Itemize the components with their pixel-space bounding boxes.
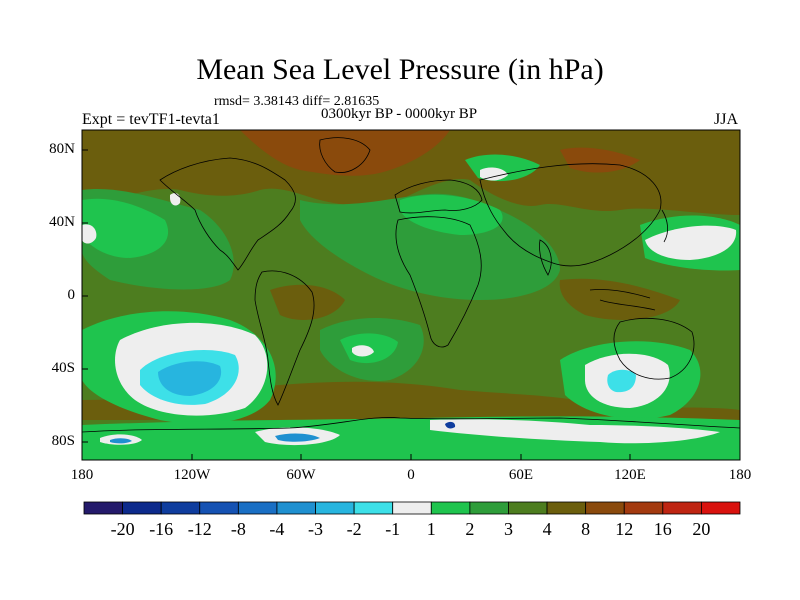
colorbar-swatch: [469, 501, 509, 515]
field-spacific-lightblue: [158, 361, 222, 396]
lon-label: 180: [728, 467, 752, 483]
colorbar-label: -8: [230, 519, 246, 539]
field-npacific-light: [82, 198, 169, 258]
lat-label: 40N: [49, 214, 75, 230]
stats-text: rmsd= 3.38143 diff= 2.81635: [214, 94, 380, 109]
coast-indonesia: [589, 289, 656, 311]
period-text: 0300kyr BP - 0000kyr BP: [321, 106, 478, 122]
colorbar-label: 12: [615, 519, 634, 539]
coast-north-america: [159, 157, 296, 271]
lon-label: 60E: [508, 467, 534, 483]
field-antarctic-blue-west: [275, 433, 320, 442]
field-siberia-rust: [560, 147, 640, 173]
map-title: Mean Sea Level Pressure (in hPa): [196, 53, 604, 86]
colorbar-swatch: [585, 501, 625, 515]
colorbar-swatch: [160, 501, 201, 515]
colorbar-swatch: [430, 501, 471, 515]
field-eq-brown-1: [270, 284, 345, 320]
colorbar-label: -3: [308, 519, 323, 539]
experiment-label: Expt = tevTF1-tevta1: [82, 111, 220, 128]
colorbar-label: 16: [653, 519, 672, 539]
colorbar-label: 2: [465, 519, 475, 539]
colorbar-swatch: [701, 501, 741, 515]
lat-label: 40S: [51, 360, 75, 376]
lon-label: 0: [407, 467, 415, 483]
coast-europe: [394, 179, 483, 214]
lon-label: 120E: [614, 467, 646, 483]
coast-antarctica: [82, 417, 740, 433]
field-arctic-rust: [240, 130, 450, 176]
colorbar-swatch: [83, 501, 123, 515]
lat-label: 80S: [51, 433, 75, 449]
colorbar-label: 4: [542, 519, 552, 539]
colorbar-swatch: [276, 501, 316, 515]
colorbar: [83, 501, 741, 515]
colorbar-swatch: [199, 501, 239, 515]
axis-ticks: [82, 149, 631, 460]
field-nafrica-light: [400, 194, 503, 235]
colorbar-swatch: [623, 501, 664, 515]
coast-japan: [661, 209, 668, 243]
colorbar-label: -12: [187, 519, 212, 539]
field-pacific-white: [82, 224, 97, 244]
coast-australia: [613, 317, 695, 380]
colorbar-label: -20: [110, 519, 135, 539]
colorbar-label: -2: [346, 519, 362, 539]
field-sindian-cyan: [607, 369, 636, 393]
field-antarctic-white: [430, 419, 720, 444]
colorbar-swatch: [508, 501, 548, 515]
colorbar-swatch: [353, 501, 394, 515]
colorbar-label: 1: [426, 519, 436, 539]
colorbar-label: 8: [581, 519, 591, 539]
field-satlantic-white: [352, 345, 374, 357]
coastlines: [82, 137, 740, 433]
coast-greenland: [319, 137, 371, 173]
field-siberia-white: [480, 167, 508, 181]
colorbar-label: 20: [692, 519, 711, 539]
colorbar-label: -4: [269, 519, 285, 539]
colorbar-label: 3: [504, 519, 513, 539]
colorbar-swatch: [122, 501, 162, 515]
colorbar-swatch: [662, 501, 702, 515]
pressure-field: [82, 130, 740, 460]
colorbar-swatch: [315, 501, 355, 515]
coast-asia: [479, 163, 662, 267]
lat-label: 80N: [49, 141, 75, 157]
colorbar-label: -16: [149, 519, 174, 539]
lon-label: 60W: [286, 467, 316, 483]
colorbar-label: -1: [385, 519, 401, 539]
field-canada-white: [170, 192, 181, 206]
colorbar-swatch: [237, 501, 278, 515]
coast-india: [539, 239, 552, 276]
field-eq-brown-2: [559, 278, 680, 320]
lon-label: 120W: [173, 467, 211, 483]
field-antarctic-darkblue: [445, 421, 456, 429]
lon-label: 180: [70, 467, 94, 483]
coast-south-america: [254, 270, 315, 406]
season-label: JJA: [714, 111, 739, 128]
field-antarctic-blue-far: [110, 438, 132, 444]
field-npacific-west-white: [645, 225, 737, 260]
coast-africa: [395, 216, 482, 348]
colorbar-swatch: [546, 501, 587, 515]
colorbar-swatch: [392, 501, 432, 515]
lat-label: 0: [67, 287, 76, 303]
